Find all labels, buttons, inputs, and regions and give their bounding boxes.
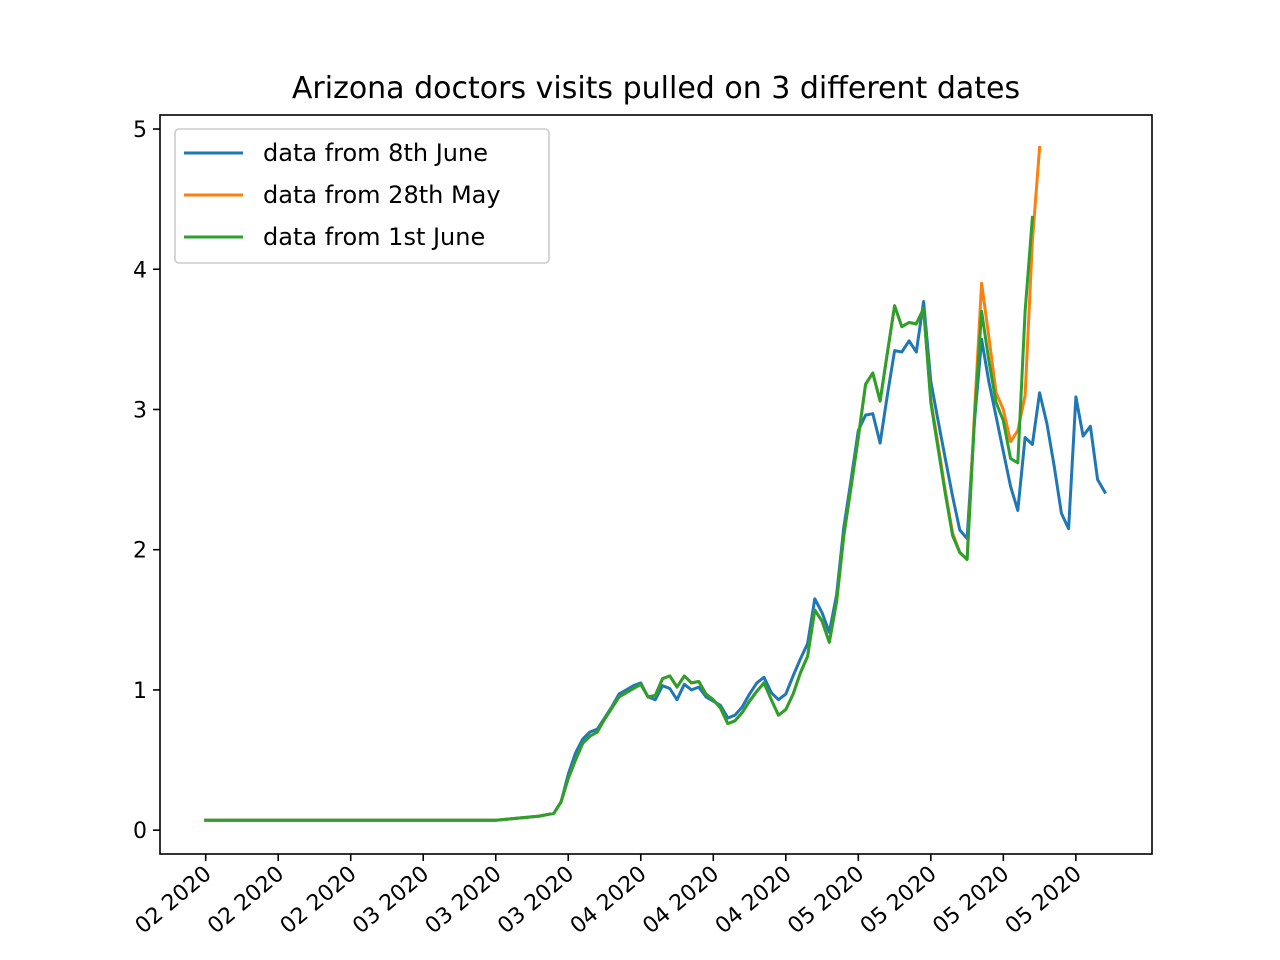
y-tick-label: 0: [133, 819, 147, 844]
legend: data from 8th June data from 28th May data…: [174, 128, 550, 264]
y-axis: 0 1 2 3 4 5: [133, 118, 160, 844]
legend-label: data from 28th May: [263, 181, 501, 209]
series-line-3: [204, 215, 1035, 822]
legend-label: data from 8th June: [263, 139, 488, 167]
series-layer: [204, 145, 1107, 822]
chart-title: Arizona doctors visits pulled on 3 diffe…: [292, 71, 1020, 106]
plot-frame: [159, 114, 1153, 855]
legend-box: [174, 128, 550, 264]
y-tick-label: 4: [133, 258, 147, 283]
legend-label: data from 1st June: [263, 223, 485, 251]
y-tick-label: 5: [133, 118, 147, 143]
series-line-1: [204, 300, 1107, 822]
y-tick-label: 3: [133, 398, 147, 423]
y-tick-label: 1: [133, 679, 147, 704]
y-tick-label: 2: [133, 539, 147, 564]
